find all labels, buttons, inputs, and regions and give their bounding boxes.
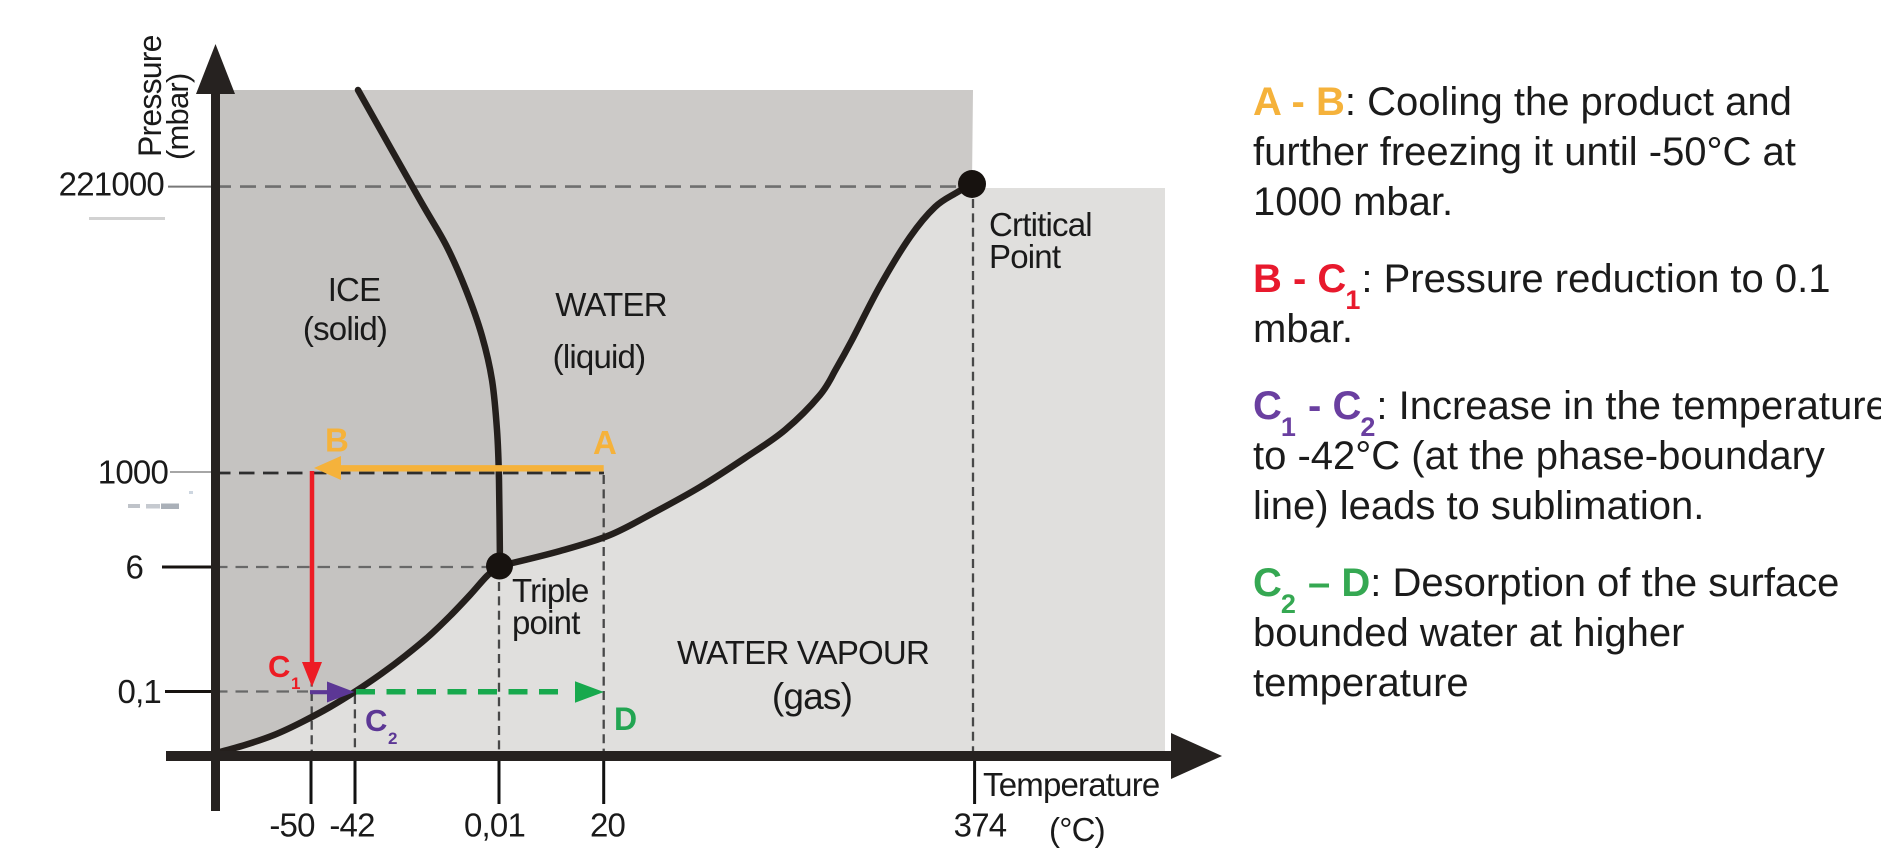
svg-text:1000: 1000 xyxy=(98,454,169,491)
svg-text:WATER VAPOUR: WATER VAPOUR xyxy=(677,634,929,671)
svg-text:1: 1 xyxy=(291,674,300,693)
svg-text:-42: -42 xyxy=(329,807,374,844)
svg-text:Triple: Triple xyxy=(512,572,589,609)
svg-text:221000: 221000 xyxy=(59,166,165,203)
svg-text:WATER: WATER xyxy=(555,286,666,323)
svg-text:20: 20 xyxy=(590,807,626,844)
svg-text:(°C): (°C) xyxy=(1049,811,1105,848)
svg-text:Pressure: Pressure xyxy=(132,35,168,157)
svg-text:-50: -50 xyxy=(269,807,315,844)
svg-text:A: A xyxy=(593,424,617,461)
svg-text:point: point xyxy=(512,604,580,641)
svg-text:(solid): (solid) xyxy=(303,310,387,347)
svg-text:0,01: 0,01 xyxy=(464,807,525,844)
svg-text:374: 374 xyxy=(954,807,1007,844)
svg-text:C: C xyxy=(268,649,290,684)
svg-text:Crtitical: Crtitical xyxy=(989,206,1092,243)
svg-text:Temperature: Temperature xyxy=(983,766,1159,803)
svg-text:(gas): (gas) xyxy=(772,676,852,717)
svg-text:0,1: 0,1 xyxy=(118,673,161,710)
svg-text:6: 6 xyxy=(125,549,143,586)
svg-text:B: B xyxy=(325,422,349,459)
svg-text:Point: Point xyxy=(989,238,1061,275)
svg-text:2: 2 xyxy=(388,729,397,748)
svg-text:(liquid): (liquid) xyxy=(553,338,646,375)
svg-text:C: C xyxy=(365,703,387,738)
svg-text:D: D xyxy=(614,701,637,737)
svg-text:(mbar): (mbar) xyxy=(160,74,195,160)
svg-text:ICE: ICE xyxy=(328,271,381,308)
